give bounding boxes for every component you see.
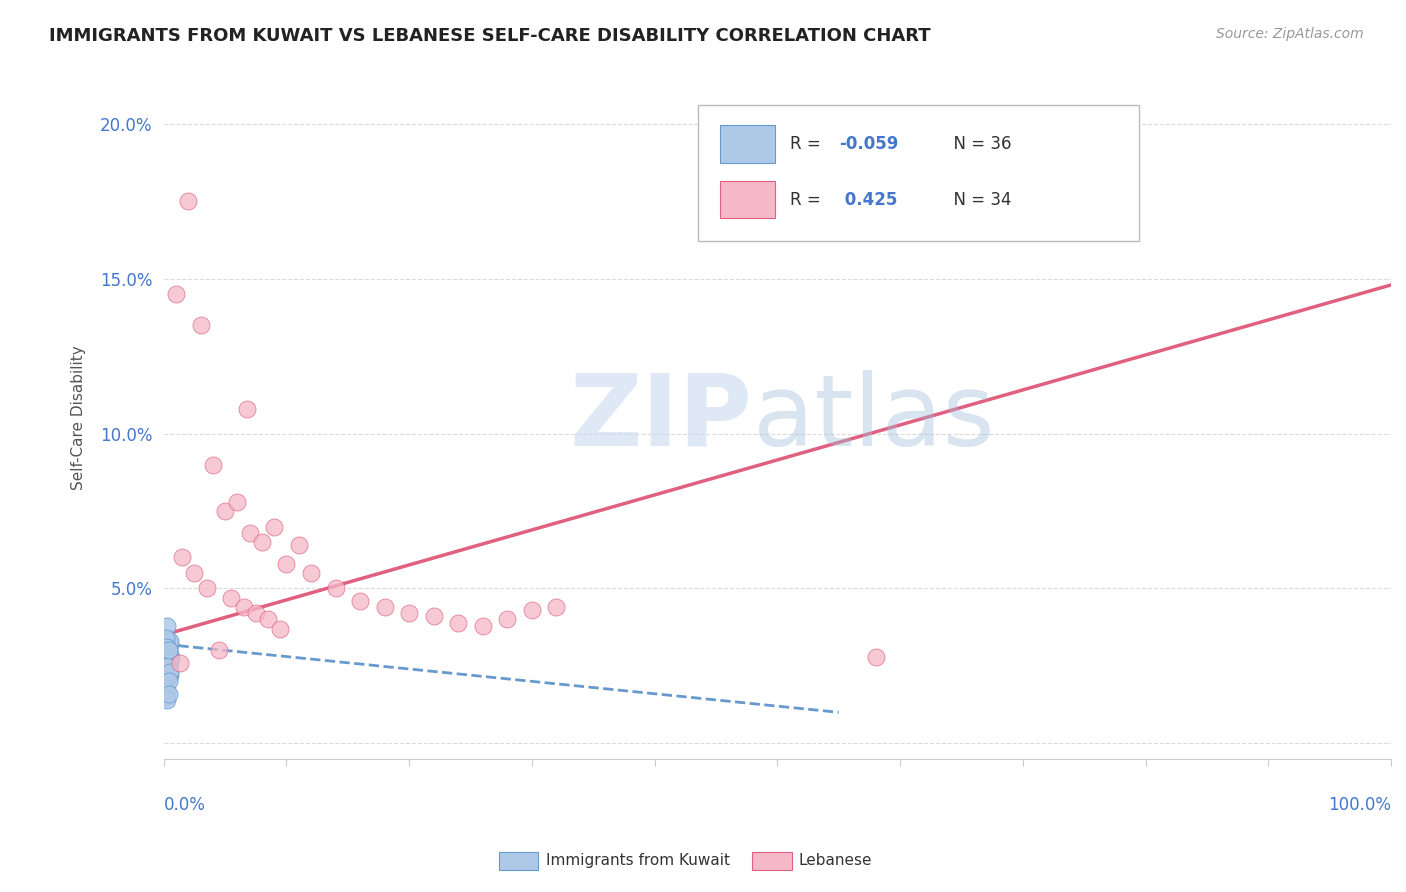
Text: N = 36: N = 36 (943, 135, 1011, 153)
Point (471, 618, 494, 632)
Point (157, 687, 180, 701)
Point (157, 643, 180, 657)
Point (159, 656, 181, 670)
Point (239, 525, 262, 540)
Point (157, 643, 180, 657)
Point (546, 600, 568, 615)
Text: IMMIGRANTS FROM KUWAIT VS LEBANESE SELF-CARE DISABILITY CORRELATION CHART: IMMIGRANTS FROM KUWAIT VS LEBANESE SELF-… (49, 27, 931, 45)
Text: ZIP: ZIP (569, 369, 752, 467)
Point (447, 615, 470, 630)
Point (156, 640, 179, 655)
Text: N = 34: N = 34 (943, 191, 1011, 209)
Point (287, 538, 309, 552)
Point (183, 566, 205, 580)
Point (155, 653, 177, 667)
Point (157, 653, 180, 667)
Point (226, 494, 249, 508)
Point (496, 612, 519, 626)
Point (156, 647, 179, 661)
Point (155, 653, 177, 667)
Point (156, 665, 179, 679)
Y-axis label: Self-Care Disability: Self-Care Disability (72, 346, 86, 491)
Point (155, 681, 177, 695)
Point (195, 582, 218, 596)
Point (159, 665, 181, 679)
Text: Immigrants from Kuwait: Immigrants from Kuwait (546, 854, 730, 868)
Point (159, 649, 181, 664)
Point (172, 550, 194, 565)
Point (155, 674, 177, 689)
Text: 100.0%: 100.0% (1329, 797, 1391, 814)
Point (156, 618, 179, 632)
Point (520, 603, 543, 617)
Point (160, 649, 183, 664)
Point (257, 612, 280, 626)
Text: R =: R = (790, 191, 825, 209)
Point (159, 668, 181, 682)
Point (157, 643, 180, 657)
Point (169, 656, 191, 670)
Text: -0.059: -0.059 (839, 135, 898, 153)
Point (263, 519, 285, 533)
Point (422, 609, 444, 624)
Point (156, 643, 179, 657)
Point (245, 606, 267, 620)
FancyBboxPatch shape (720, 181, 775, 219)
Point (156, 683, 179, 698)
FancyBboxPatch shape (720, 125, 775, 162)
Point (156, 693, 179, 707)
Point (232, 600, 254, 615)
Point (157, 674, 180, 689)
FancyBboxPatch shape (697, 104, 1139, 241)
Point (250, 535, 273, 549)
Point (155, 658, 177, 673)
Point (155, 662, 177, 676)
Text: atlas: atlas (752, 369, 994, 467)
Point (159, 634, 181, 648)
Point (374, 600, 396, 615)
Point (865, 649, 887, 664)
Text: Lebanese: Lebanese (799, 854, 872, 868)
Point (190, 318, 212, 333)
Point (349, 594, 371, 608)
Point (299, 566, 322, 580)
Point (159, 637, 181, 651)
Point (157, 656, 180, 670)
Point (201, 458, 224, 472)
Point (177, 194, 200, 209)
Point (219, 591, 242, 605)
Point (208, 643, 231, 657)
Point (156, 640, 179, 655)
Text: R =: R = (790, 135, 825, 153)
Text: Source: ZipAtlas.com: Source: ZipAtlas.com (1216, 27, 1364, 41)
Point (155, 690, 177, 704)
Point (157, 668, 180, 682)
Point (165, 287, 187, 301)
Text: 0.425: 0.425 (839, 191, 897, 209)
Point (156, 649, 179, 664)
Point (155, 662, 177, 676)
Point (155, 631, 177, 645)
Text: 0.0%: 0.0% (163, 797, 205, 814)
Point (276, 557, 298, 571)
Point (156, 658, 179, 673)
Point (157, 668, 180, 682)
Point (214, 504, 236, 518)
Point (269, 622, 291, 636)
Point (398, 606, 420, 620)
Point (156, 643, 179, 657)
Point (236, 401, 259, 416)
Point (325, 582, 347, 596)
